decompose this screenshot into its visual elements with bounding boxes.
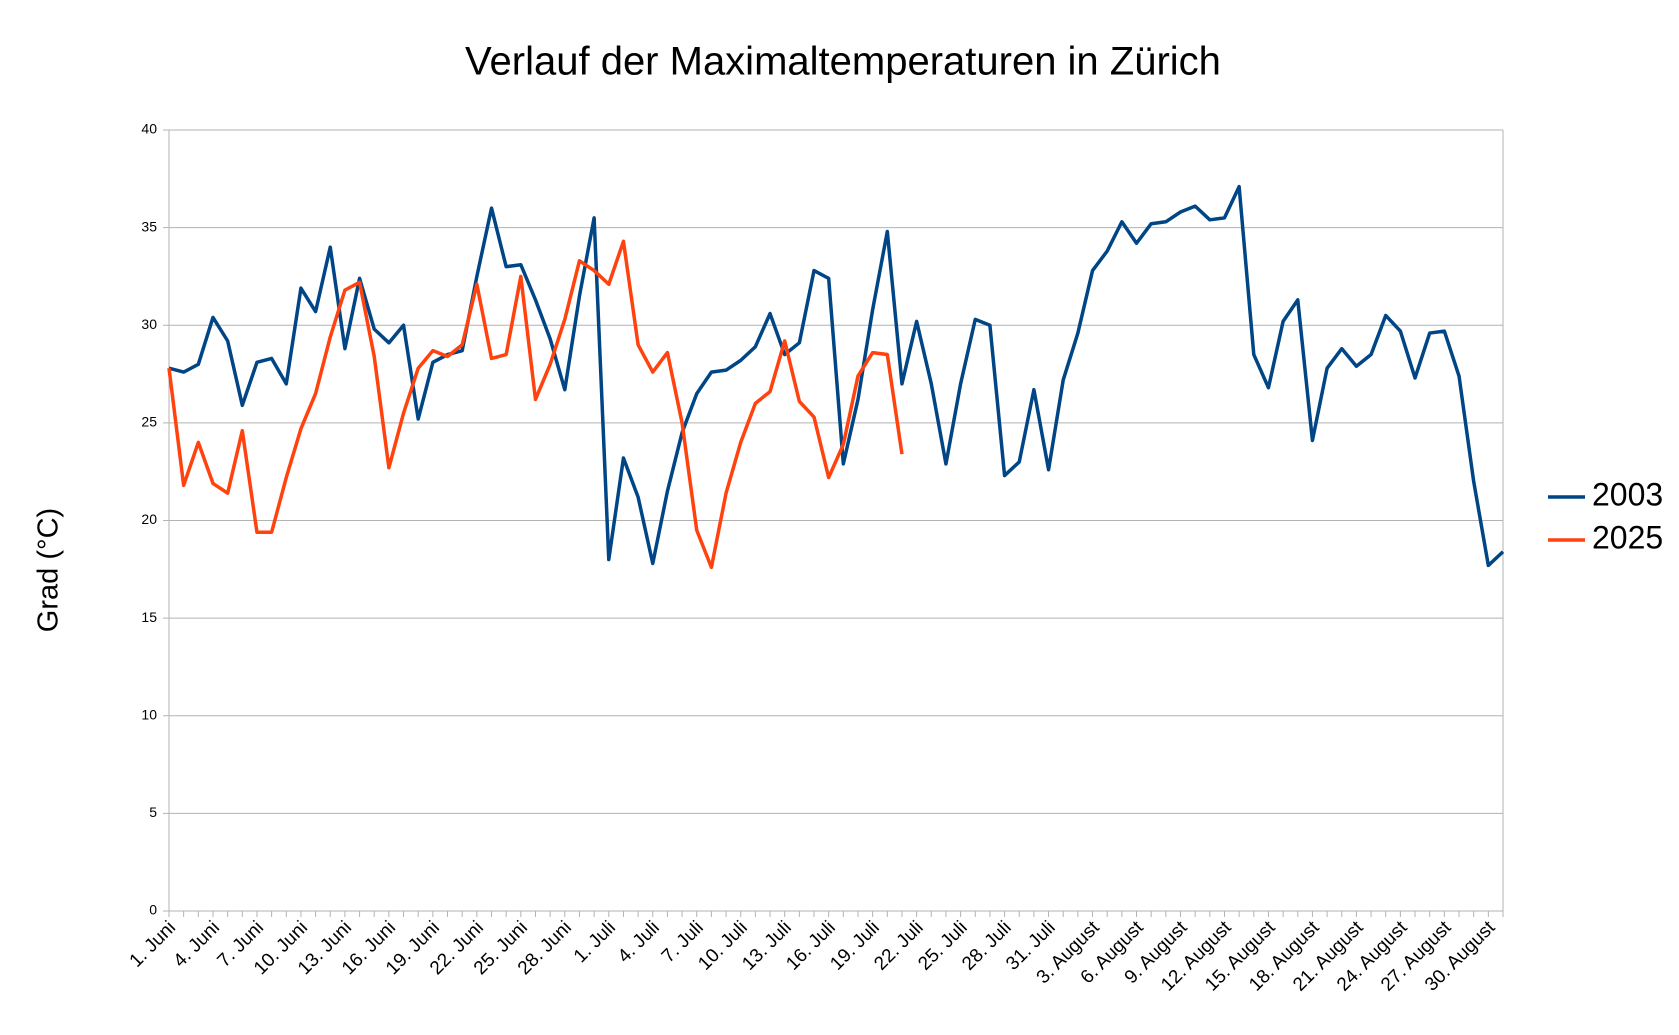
y-tick-label: 40 [141, 121, 157, 137]
series-line [168, 184, 1505, 568]
chart-title: Verlauf der Maximaltemperaturen in Züric… [465, 40, 1221, 84]
y-tick-label: 0 [149, 902, 157, 918]
y-tick-label: 15 [141, 609, 157, 625]
x-tick-label: 4. Juni [170, 917, 224, 971]
x-tick-label: 1. Juni [126, 917, 180, 971]
series-line [167, 239, 904, 570]
legend-label: 2025 [1592, 519, 1663, 555]
y-axis-label: Grad (°C) [33, 508, 65, 632]
y-tick-label: 25 [141, 414, 157, 430]
x-tick-label: 1. Juli [570, 917, 620, 967]
x-tick-label: 22. Juli [870, 917, 927, 974]
y-tick-label: 30 [141, 316, 157, 332]
x-tick-label: 16. Juli [782, 917, 839, 974]
legend-label: 2003 [1592, 476, 1663, 512]
y-tick-label: 5 [149, 804, 157, 820]
x-tick-label: 19. Juli [826, 917, 883, 974]
x-tick-label: 4. Juli [614, 917, 664, 967]
y-tick-label: 10 [141, 706, 157, 722]
x-tick-label: 25. Juli [914, 917, 971, 974]
x-tick-label: 10. Juli [694, 917, 751, 974]
y-tick-label: 35 [141, 218, 157, 234]
y-tick-label: 20 [141, 511, 157, 527]
